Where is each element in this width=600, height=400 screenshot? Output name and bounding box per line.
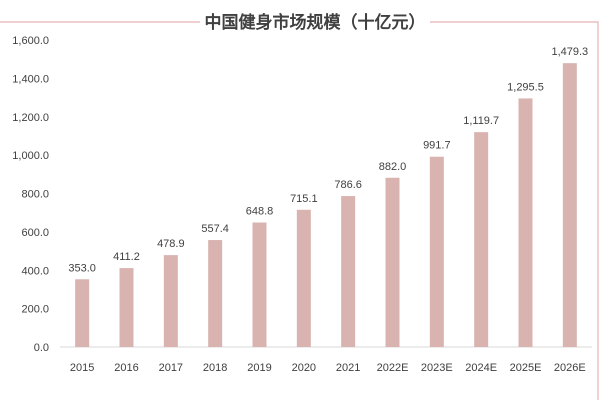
y-tick-label: 1,200.0	[12, 112, 49, 124]
x-tick-label: 2020	[292, 362, 316, 374]
x-tick-label: 2017	[159, 362, 183, 374]
x-tick-label: 2016	[114, 362, 138, 374]
y-tick-label: 400.0	[21, 265, 49, 277]
chart-frame	[0, 21, 599, 400]
data-label: 882.0	[379, 161, 407, 173]
x-tick-label: 2018	[203, 362, 227, 374]
x-tick-label: 2024E	[465, 362, 497, 374]
x-tick-label: 2019	[247, 362, 271, 374]
x-tick-label: 2025E	[510, 362, 542, 374]
bar	[75, 279, 90, 347]
x-tick-label: 2015	[70, 362, 94, 374]
bar	[474, 132, 489, 347]
bar	[518, 98, 533, 347]
y-tick-label: 1,000.0	[12, 150, 49, 162]
bar	[252, 222, 267, 347]
y-tick-label: 600.0	[21, 227, 49, 239]
x-tick-label: 2026E	[554, 362, 586, 374]
data-label: 715.1	[290, 193, 318, 205]
bar	[429, 156, 444, 347]
y-axis: 0.0 200.0 400.0 600.0 800.0 1,000.0 1,200.0 1,4…	[12, 35, 592, 354]
x-tick-label: 2021	[336, 362, 360, 374]
data-label: 411.2	[113, 251, 140, 263]
x-tick-label: 2023E	[421, 362, 453, 374]
data-label: 353.0	[68, 262, 96, 274]
x-axis: 2015 2016 2017 2018 2019 2020 2021 2022E 2023E 20…	[70, 362, 586, 374]
data-label: 557.4	[201, 223, 229, 235]
y-tick-label: 800.0	[21, 189, 49, 201]
y-tick-label: 200.0	[21, 304, 49, 316]
data-label: 1,119.7	[463, 115, 499, 127]
bar	[341, 196, 356, 347]
data-label: 478.9	[157, 238, 185, 250]
bars: 353.0 411.2 478.9 557.4 648.8 715.1 786.6 882.0…	[68, 46, 588, 348]
data-label: 1,295.5	[507, 81, 544, 93]
data-label: 648.8	[246, 206, 274, 218]
y-tick-label: 1,600.0	[12, 35, 49, 47]
bar	[119, 268, 134, 347]
data-label: 991.7	[423, 140, 451, 152]
y-tick-label: 0.0	[34, 342, 49, 354]
data-label: 786.6	[334, 179, 362, 191]
bar	[385, 177, 400, 347]
bar	[163, 255, 178, 347]
x-tick-label: 2022E	[377, 362, 409, 374]
bar	[562, 63, 577, 348]
y-tick-label: 1,400.0	[12, 73, 49, 85]
chart-title: 中国健身市场规模（十亿元）	[204, 13, 426, 33]
bar	[208, 240, 223, 347]
data-label: 1,479.3	[551, 46, 588, 58]
bar	[296, 209, 311, 347]
frame-line-right	[430, 21, 599, 400]
